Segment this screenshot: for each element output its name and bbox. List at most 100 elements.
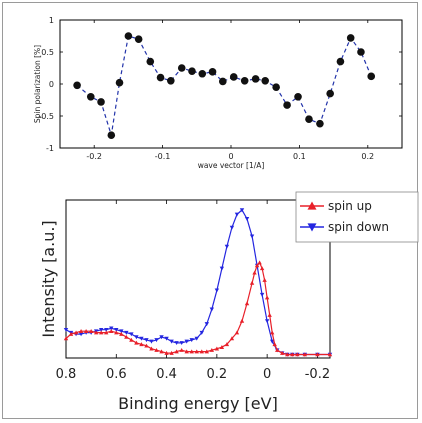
spin-up-marker: [99, 330, 104, 335]
spin-up-marker: [204, 349, 209, 354]
spin-down-marker: [269, 339, 275, 344]
spin-down-marker: [239, 208, 245, 213]
spin-down-marker: [119, 329, 124, 334]
spin-up-marker: [252, 270, 257, 275]
top-data-point: [316, 119, 324, 128]
spin-up-marker: [259, 266, 265, 271]
spin-up-marker: [78, 328, 84, 333]
spin-up-marker: [262, 277, 267, 282]
spin-down-marker: [129, 332, 134, 337]
legend-label: spin up: [328, 199, 372, 213]
top-data-point: [305, 115, 313, 123]
top-data-point: [198, 69, 207, 78]
spin-up-marker: [68, 331, 74, 336]
top-data-point: [218, 77, 227, 86]
top-data-point: [115, 78, 124, 87]
bottom-x-tick-label: 0: [263, 367, 271, 382]
bottom-series: [63, 208, 333, 357]
legend-marker: [307, 223, 317, 232]
bottom-x-tick-label: -0.2: [305, 367, 330, 382]
spin-down-marker: [219, 266, 225, 271]
top-x-tick-label: -0.2: [86, 152, 102, 161]
top-y-tick-label: 1: [49, 16, 54, 25]
bottom-x-tick-label: 0.6: [106, 367, 127, 382]
spin-up-marker: [269, 330, 275, 335]
spin-down-marker: [199, 330, 204, 335]
spin-up-marker: [88, 328, 94, 333]
top-data-point: [283, 101, 291, 109]
spin-up-marker: [93, 330, 99, 335]
bottom-x-tick-labels: 0.8 0.6 0.4 0.2 0 -0.2: [56, 367, 330, 382]
spin-up-marker: [285, 352, 290, 357]
bottom-x-tick-label: 0.4: [156, 367, 177, 382]
spin-down-marker: [249, 234, 255, 239]
spin-up-marker: [267, 312, 272, 317]
top-x-tick-label: 0.1: [293, 152, 306, 161]
spin-up-marker: [119, 331, 124, 336]
bottom-x-axis-label: Binding energy [eV]: [118, 394, 278, 413]
spin-up-marker: [184, 349, 189, 354]
top-y-tick-labels: 1 0.5 0 -0.5 -1: [38, 16, 54, 153]
spin-up-marker: [189, 349, 194, 354]
spin-down-marker: [194, 336, 199, 341]
spin-up-marker: [327, 352, 333, 357]
series-spin-up: [63, 260, 333, 357]
spin-up-marker: [244, 301, 250, 306]
intensity-chart: 0.8 0.6 0.4 0.2 0 -0.2 Binding energy [eV] In…: [39, 191, 419, 413]
spin-up-marker: [104, 330, 109, 335]
top-data-point: [167, 77, 175, 85]
spin-up-marker: [149, 346, 154, 351]
spin-up-marker: [295, 352, 300, 357]
top-series-points: [73, 32, 376, 139]
spin-down-marker: [209, 307, 215, 312]
spin-down-marker: [229, 225, 235, 230]
spin-up-marker: [139, 342, 144, 347]
spin-down-marker: [264, 319, 270, 324]
spin-down-marker: [99, 327, 104, 332]
top-y-axis-label: Spin polarization [%]: [33, 45, 42, 123]
top-tick-marks: [60, 19, 402, 149]
top-data-point: [208, 68, 217, 76]
spin-down-marker: [259, 292, 265, 297]
top-series-dashed-line: [76, 35, 372, 136]
top-data-point: [188, 67, 196, 75]
top-x-axis-label: wave vector [1/A]: [198, 161, 265, 170]
top-y-tick-label: 0.5: [41, 48, 54, 57]
spin-up-marker: [239, 318, 245, 323]
spin-down-marker: [104, 327, 109, 332]
spin-up-marker: [272, 342, 277, 347]
spin-up-marker: [124, 334, 129, 339]
top-data-point: [177, 64, 186, 72]
spin-down-marker: [159, 335, 164, 340]
top-y-tick-label: -0.5: [38, 112, 54, 121]
spin-down-marker: [63, 327, 69, 332]
spin-down-marker: [224, 244, 230, 249]
spin-up-marker: [199, 349, 204, 354]
spin-up-marker: [275, 347, 280, 352]
top-data-point: [107, 131, 116, 139]
spin-down-marker: [139, 336, 144, 341]
spin-down-marker: [204, 322, 209, 327]
legend: spin up spin down: [295, 191, 419, 243]
spin-up-marker: [280, 350, 285, 355]
top-x-tick-label: 0.2: [361, 152, 374, 161]
spin-up-marker: [219, 345, 225, 349]
legend-box: [295, 191, 419, 243]
spin-up-marker: [134, 340, 139, 345]
bottom-y-axis-label: Intensity [a.u.]: [39, 220, 58, 337]
top-data-point: [240, 77, 249, 85]
spin-up-marker: [164, 350, 169, 355]
spin-down-marker: [214, 288, 220, 293]
spin-up-marker: [290, 352, 295, 357]
spin-down-marker: [244, 217, 250, 221]
spin-up-marker: [174, 349, 179, 354]
spin-down-marker: [189, 338, 194, 343]
top-data-point: [124, 32, 133, 40]
spin-down-marker: [234, 212, 240, 217]
top-data-point: [357, 48, 365, 56]
top-x-tick-label: 0: [228, 152, 233, 161]
top-data-point: [294, 93, 302, 101]
top-data-point: [326, 89, 334, 98]
legend-item-spin-up: spin up: [300, 199, 372, 213]
